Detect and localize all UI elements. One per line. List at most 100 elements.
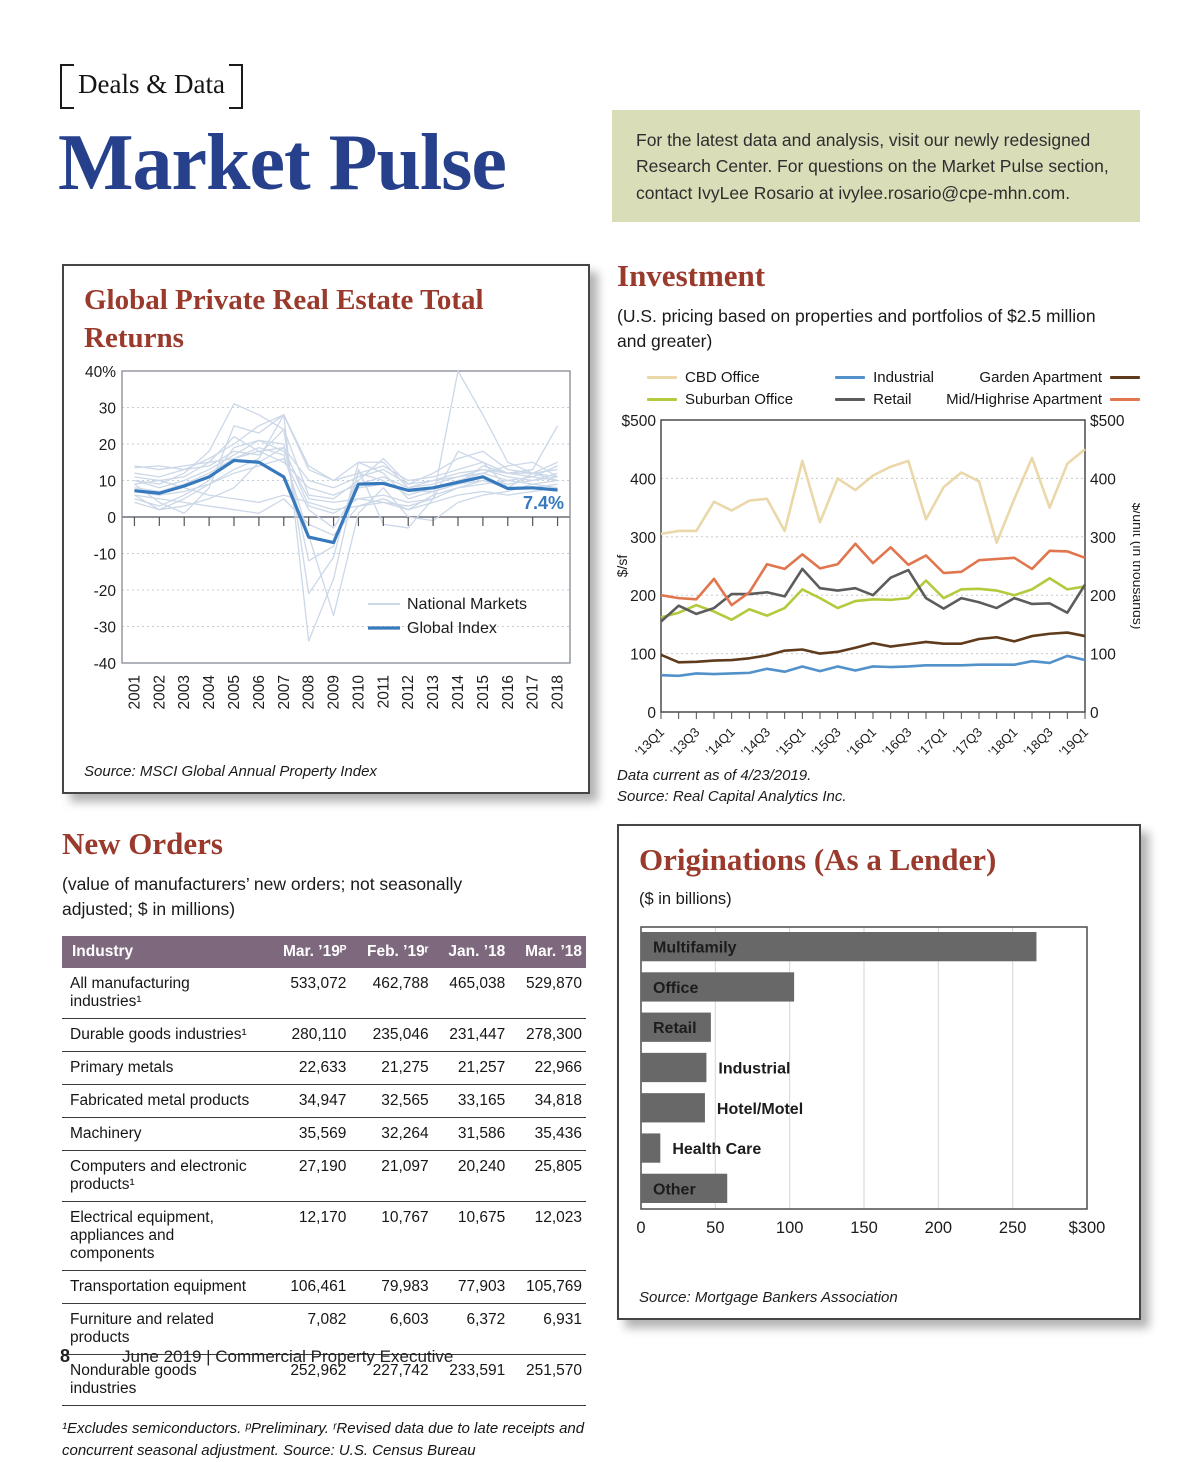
- industry-cell: Nondurable goods industries: [62, 1354, 266, 1406]
- value-cell: 462,788: [350, 968, 433, 1019]
- x-tick-label: 2004: [201, 675, 218, 710]
- x-tick-label: 2001: [126, 675, 143, 709]
- x-tick-label: 250: [999, 1219, 1027, 1237]
- value-cell: 251,570: [509, 1354, 586, 1406]
- table-row: Nondurable goods industries 252,962 227,74…: [62, 1354, 586, 1406]
- x-tick-label: ’13Q3: [667, 725, 702, 757]
- table-row: All manufacturing industries¹ 533,072 462,…: [62, 968, 586, 1019]
- legend-column: CBD Office Suburban Office: [647, 369, 793, 408]
- value-cell: 33,165: [432, 1084, 510, 1118]
- table-row: Machinery 35,569 32,264 31,586 35,436: [62, 1117, 586, 1151]
- y-tick-label-left: 100: [630, 647, 656, 664]
- legend-item: Mid/Highrise Apartment: [946, 391, 1140, 408]
- legend-label: Retail: [873, 391, 912, 408]
- value-cell: 27,190: [266, 1150, 351, 1202]
- series-line: [660, 448, 1086, 544]
- x-tick-label: ’19Q1: [1056, 725, 1091, 757]
- column-header: Industry: [62, 936, 266, 968]
- value-cell: 10,767: [350, 1201, 433, 1271]
- y-tick-label: -30: [94, 620, 117, 637]
- bar: [641, 1052, 707, 1083]
- national-market-line: [134, 414, 558, 511]
- value-cell: 34,947: [266, 1084, 351, 1118]
- investment-source: Source: Real Capital Analytics Inc.: [617, 788, 847, 805]
- y-tick-label-right: 200: [1090, 588, 1116, 605]
- y-tick-label: -10: [94, 547, 117, 564]
- industry-cell: Transportation equipment: [62, 1270, 266, 1304]
- x-tick-label: 50: [706, 1219, 724, 1237]
- bar-label: Other: [653, 1181, 696, 1198]
- value-cell: 529,870: [509, 968, 586, 1019]
- series-line: [660, 631, 1086, 664]
- investment-section: Investment (U.S. pricing based on proper…: [617, 258, 1140, 805]
- y-tick-label-right: 100: [1090, 647, 1116, 664]
- legend-item: CBD Office: [647, 369, 793, 386]
- y-tick-label: -20: [94, 583, 117, 600]
- legend-swatch: [647, 375, 677, 380]
- x-tick-label: ’13Q1: [632, 725, 667, 757]
- legend-label: Suburban Office: [685, 391, 794, 408]
- legend-item: Retail: [835, 391, 934, 408]
- y-tick-label: 40%: [85, 364, 116, 381]
- new-orders-table: Industry Mar. ’19ᴾ Feb. ’19ʳ Jan. ’18 Mar. ’…: [62, 936, 586, 1406]
- x-tick-label: 2012: [400, 675, 417, 709]
- global-index-line: [134, 459, 558, 545]
- bar-label: Retail: [653, 1020, 697, 1037]
- table-row: Transportation equipment 106,461 79,983 77,…: [62, 1270, 586, 1304]
- legend-item: Suburban Office: [647, 391, 793, 408]
- x-tick-label: 100: [776, 1219, 804, 1237]
- plot-border: [660, 419, 1086, 713]
- bar-label: Multifamily: [653, 940, 737, 957]
- value-cell: 6,372: [432, 1303, 510, 1355]
- y-tick-label-right: $500: [1090, 413, 1125, 430]
- global-returns-title: Global Private Real Estate Total Returns: [84, 284, 484, 354]
- x-tick-label: 2003: [176, 675, 193, 709]
- series-line: [660, 576, 1086, 622]
- legend-label: Mid/Highrise Apartment: [946, 391, 1102, 408]
- value-cell: 35,569: [266, 1117, 351, 1151]
- x-tick-label: 2009: [326, 675, 343, 709]
- x-tick-label: 2013: [425, 675, 442, 709]
- national-market-line: [134, 458, 558, 529]
- bar-label: Office: [653, 980, 698, 997]
- value-cell: 465,038: [432, 968, 510, 1019]
- table-row: Electrical equipment, appliances and com…: [62, 1201, 586, 1271]
- value-cell: 106,461: [266, 1270, 351, 1304]
- originations-subtitle: ($ in billions): [639, 890, 732, 908]
- new-orders-footnote: ¹Excludes semiconductors. ᵖPreliminary. …: [62, 1420, 585, 1459]
- new-orders-subtitle: (value of manufacturers’ new orders; not…: [62, 874, 463, 919]
- national-market-line: [134, 447, 558, 489]
- y-tick-label-left: 400: [630, 471, 656, 488]
- value-cell: 7,082: [266, 1303, 351, 1355]
- national-market-line: [134, 440, 558, 508]
- national-market-line: [134, 487, 558, 537]
- value-cell: 22,966: [509, 1051, 586, 1085]
- x-tick-label: ’15Q3: [809, 725, 844, 757]
- value-cell: 227,742: [350, 1354, 433, 1406]
- legend-swatch: [1110, 375, 1140, 380]
- legend-swatch: [647, 397, 677, 402]
- column-header: Feb. ’19ʳ: [350, 936, 433, 968]
- value-cell: 12,170: [266, 1201, 351, 1271]
- legend-item: Garden Apartment: [979, 369, 1140, 386]
- industry-cell: All manufacturing industries¹: [62, 968, 266, 1019]
- value-cell: 10,675: [432, 1201, 510, 1271]
- y-tick-label: 20: [99, 437, 117, 454]
- y-tick-label: -40: [94, 656, 117, 673]
- section-tag: Deals & Data: [60, 64, 243, 109]
- y-tick-label: 0: [107, 510, 116, 527]
- legend-column: Industrial Retail: [835, 369, 934, 408]
- value-cell: 6,603: [350, 1303, 433, 1355]
- investment-chart: $500 $500 400 400 300 300 200 200 100 100 0 0 $/sf $/…: [617, 413, 1140, 757]
- industry-cell: Fabricated metal products: [62, 1084, 266, 1118]
- legend-column: Garden Apartment Mid/Highrise Apartment: [946, 369, 1140, 408]
- national-market-line: [134, 414, 558, 643]
- value-cell: 31,586: [432, 1117, 510, 1151]
- y-tick-label-right: 0: [1090, 705, 1099, 722]
- x-tick-label: 2011: [375, 675, 392, 708]
- y-tick-label: 30: [99, 401, 117, 418]
- x-tick-label: 2014: [450, 675, 467, 710]
- column-header: Mar. ’18: [509, 936, 586, 968]
- value-cell: 21,097: [350, 1150, 433, 1202]
- originations-source: Source: Mortgage Bankers Association: [639, 1289, 898, 1306]
